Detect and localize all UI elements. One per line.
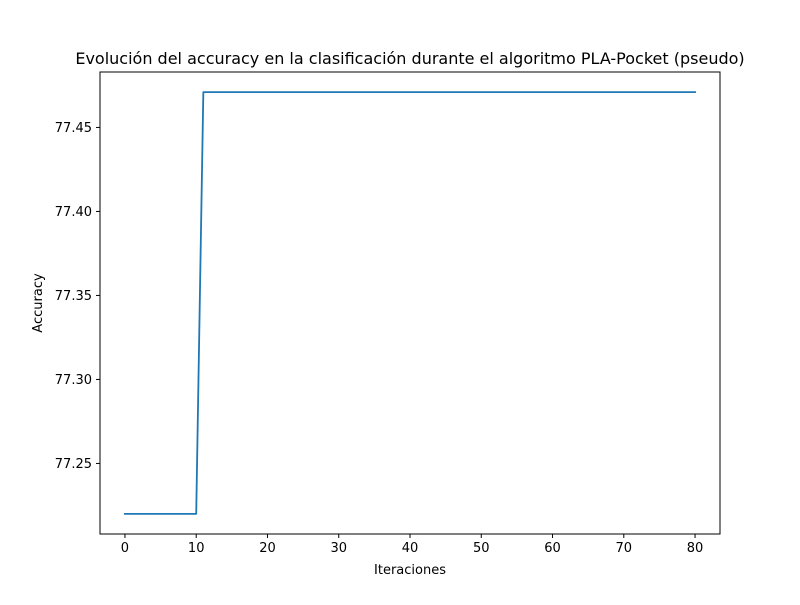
y-axis-label: Accuracy [31, 273, 46, 333]
x-tick-label: 50 [473, 541, 490, 556]
chart-title: Evolución del accuracy en la clasificaci… [75, 49, 744, 68]
series-line [124, 91, 696, 515]
x-tick-label: 30 [330, 541, 347, 556]
x-tick-label: 0 [121, 541, 129, 556]
x-tick-label: 60 [544, 541, 561, 556]
x-tick-label: 20 [259, 541, 276, 556]
y-tick-label: 77.45 [55, 121, 92, 136]
x-tick-label: 40 [402, 541, 419, 556]
x-tick-label: 80 [687, 541, 704, 556]
y-tick-label: 77.25 [55, 457, 92, 472]
y-tick-label: 77.40 [55, 205, 92, 220]
x-axis-label: Iteraciones [374, 563, 446, 578]
y-tick-label: 77.35 [55, 289, 92, 304]
x-axis-ticks: 0 10 20 30 40 50 60 70 80 [121, 534, 704, 556]
y-tick-label: 77.30 [55, 373, 92, 388]
y-axis-ticks: 77.25 77.30 77.35 77.40 77.45 [55, 121, 100, 472]
series-layer [124, 91, 696, 515]
x-tick-label: 70 [616, 541, 633, 556]
x-tick-label: 10 [188, 541, 205, 556]
